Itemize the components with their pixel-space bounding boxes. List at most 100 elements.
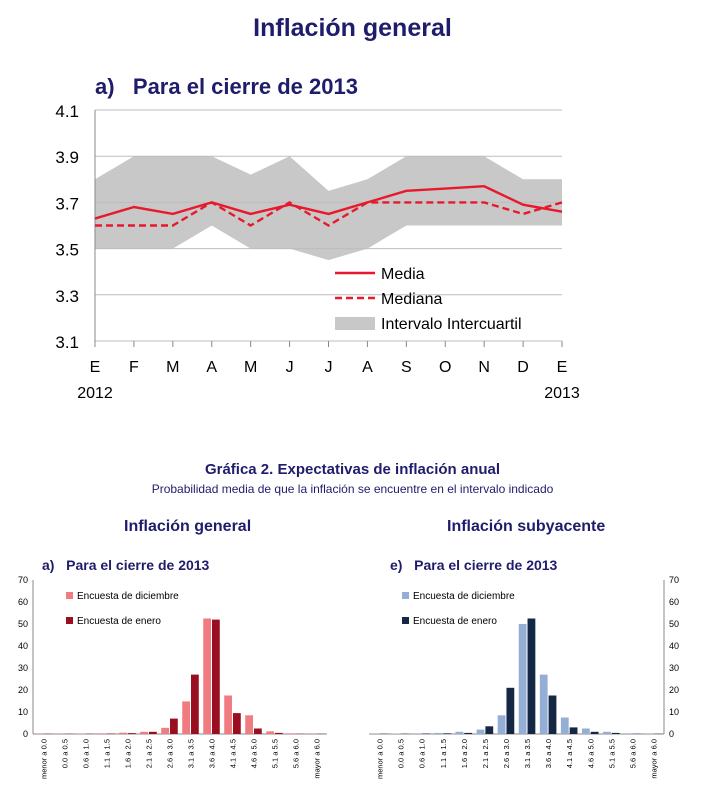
x-tick-label: 4.6 a 5.0 bbox=[586, 739, 595, 768]
x-tick-label: 5.6 a 6.0 bbox=[292, 739, 301, 768]
x-tick-label: 1.1 a 1.5 bbox=[439, 739, 448, 768]
x-tick-label: 0.6 a 1.0 bbox=[82, 739, 91, 768]
y-tick-label: 4.1 bbox=[55, 102, 79, 121]
bar-diciembre-8 bbox=[203, 618, 211, 734]
panel-sub-subyacente: e) Para el cierre de 2013 bbox=[390, 557, 558, 573]
bar-diciembre-6 bbox=[497, 715, 506, 734]
y-tick-label: 3.9 bbox=[55, 148, 79, 167]
series-mediana-line bbox=[95, 201, 563, 227]
bar-enero-7 bbox=[191, 674, 199, 734]
panel-sub-general: a) Para el cierre de 2013 bbox=[42, 557, 210, 573]
y-tick-label: 30 bbox=[18, 663, 28, 673]
y-tick-label: 20 bbox=[18, 685, 28, 695]
bar-enero-10 bbox=[590, 731, 599, 734]
x-tick-label: mayor a 6.0 bbox=[649, 739, 658, 779]
x-tick-label: F bbox=[129, 359, 139, 376]
bar-diciembre-4 bbox=[119, 732, 127, 734]
bar-diciembre-9 bbox=[224, 695, 232, 734]
y-tick-label: 20 bbox=[669, 685, 679, 695]
y-tick-label: 60 bbox=[18, 597, 28, 607]
y-tick-label: 3.5 bbox=[55, 241, 79, 260]
x-tick-label: menor a 0.0 bbox=[376, 739, 385, 779]
x-tick-label: 4.1 a 4.5 bbox=[565, 739, 574, 768]
bar-enero-9 bbox=[233, 713, 241, 734]
bar-chart-subyacente: 0 10 20 30 40 50 60 70 menor a 0.0 0.0 a 0.5 0.6 a… bbox=[369, 575, 679, 779]
y-tick-label: 40 bbox=[18, 641, 28, 651]
panel-title-subyacente: Inflación subyacente bbox=[447, 518, 606, 535]
bar-enero-5 bbox=[485, 726, 494, 734]
x-tick-label: A bbox=[206, 359, 217, 376]
y-tick-label: 70 bbox=[18, 575, 28, 585]
bar-diciembre-5 bbox=[140, 731, 148, 734]
x-tick-label: N bbox=[478, 359, 490, 376]
x-tick-label: 3.1 a 3.5 bbox=[187, 739, 196, 768]
y-tick-label: 3.7 bbox=[55, 194, 79, 213]
legend-band-label: Intervalo Intercuartil bbox=[381, 316, 522, 333]
bar-diciembre-10 bbox=[245, 715, 253, 734]
page-title: Inflación general bbox=[253, 14, 452, 42]
y-tick-label: 50 bbox=[669, 619, 679, 629]
y-tick-label: 10 bbox=[669, 707, 679, 717]
legend-enero-label: Encuesta de enero bbox=[413, 616, 497, 627]
legend-enero-swatch bbox=[402, 617, 409, 624]
y-tick-label: 0 bbox=[23, 729, 28, 739]
x-tick-label: 4.1 a 4.5 bbox=[229, 739, 238, 768]
bar-diciembre-4 bbox=[455, 731, 464, 734]
bar-enero-11 bbox=[611, 732, 620, 734]
figure2-subtitle: Probabilidad media de que la inflación s… bbox=[151, 482, 554, 496]
legend-enero-swatch bbox=[66, 617, 73, 624]
x-tick-label: E bbox=[90, 359, 101, 376]
bar-diciembre-11 bbox=[266, 731, 274, 734]
legend-diciembre-label: Encuesta de diciembre bbox=[77, 591, 179, 602]
bar-diciembre-3 bbox=[434, 732, 443, 734]
bar-enero-8 bbox=[212, 619, 220, 734]
bar-enero-9 bbox=[569, 727, 578, 734]
x-tick-label: 3.6 a 4.0 bbox=[544, 739, 553, 768]
x-tick-label: J bbox=[286, 359, 294, 376]
x-tick-label: E bbox=[557, 359, 568, 376]
x-tick-label: 3.1 a 3.5 bbox=[523, 739, 532, 768]
panel-title-general: Inflación general bbox=[124, 518, 252, 535]
legend-mediana-label: Mediana bbox=[381, 291, 442, 308]
y-tick-label: 3.1 bbox=[55, 333, 79, 352]
x-tick-label: 5.1 a 5.5 bbox=[607, 739, 616, 768]
x-tick-label: 1.6 a 2.0 bbox=[124, 739, 133, 768]
y-tick-label: 30 bbox=[669, 663, 679, 673]
bar-enero-10 bbox=[254, 728, 262, 734]
bar-enero-3 bbox=[443, 733, 452, 734]
bar-diciembre-7 bbox=[518, 624, 527, 734]
bar-diciembre-2 bbox=[413, 733, 422, 734]
x-tick-label: O bbox=[439, 359, 451, 376]
line-chart: 3.1 3.3 3.5 3.7 3.9 4.1 E F M A M J J A S O N D E 2012 2013 M… bbox=[55, 102, 580, 402]
x-tick-label: 0.0 a 0.5 bbox=[397, 739, 406, 768]
interquartile-band bbox=[95, 156, 562, 261]
x-tick-label: 1.1 a 1.5 bbox=[103, 739, 112, 768]
x-tick-label: menor a 0.0 bbox=[40, 739, 49, 779]
bar-diciembre-6 bbox=[161, 727, 169, 734]
legend-diciembre-swatch bbox=[66, 592, 73, 599]
x-tick-label: 0.0 a 0.5 bbox=[61, 739, 70, 768]
y-tick-label: 10 bbox=[18, 707, 28, 717]
bar-enero-4 bbox=[464, 732, 473, 734]
x-tick-label: mayor a 6.0 bbox=[313, 739, 322, 779]
y-tick-label: 0 bbox=[669, 729, 674, 739]
x-tick-label: 2.1 a 2.5 bbox=[145, 739, 154, 768]
legend-diciembre-label: Encuesta de diciembre bbox=[413, 591, 515, 602]
bar-enero-4 bbox=[128, 733, 136, 734]
bar-enero-7 bbox=[527, 618, 536, 734]
x-tick-label: A bbox=[362, 359, 373, 376]
bar-enero-6 bbox=[506, 687, 515, 734]
x-tick-label: M bbox=[244, 359, 257, 376]
y-tick-label: 70 bbox=[669, 575, 679, 585]
x-tick-label: S bbox=[401, 359, 412, 376]
figure2-title: Gráfica 2. Expectativas de inflación anu… bbox=[204, 461, 501, 478]
bar-enero-11 bbox=[275, 732, 283, 734]
x-tick-label: 5.6 a 6.0 bbox=[628, 739, 637, 768]
x-tick-label: 2.6 a 3.0 bbox=[502, 739, 511, 768]
bar-chart-general: 0 10 20 30 40 50 60 70 menor a 0.0 0.0 a 0.5 0.6 a… bbox=[18, 575, 327, 779]
x-tick-label: 4.6 a 5.0 bbox=[250, 739, 259, 768]
x-tick-label: 5.1 a 5.5 bbox=[271, 739, 280, 768]
bar-diciembre-11 bbox=[603, 731, 611, 734]
bar-enero-6 bbox=[170, 718, 178, 734]
